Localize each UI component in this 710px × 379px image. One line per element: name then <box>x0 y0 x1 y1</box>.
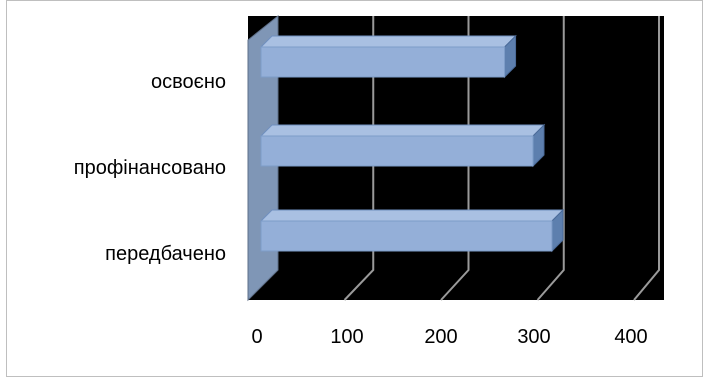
x-tick-label: 400 <box>614 326 647 348</box>
x-tick-label: 100 <box>330 326 363 348</box>
category-label: освоєно <box>151 71 226 93</box>
bars <box>259 34 565 253</box>
bar-top-face <box>259 124 546 137</box>
category-label: передбачено <box>105 243 226 265</box>
x-tick-label: 300 <box>517 326 550 348</box>
gridline <box>440 16 470 301</box>
gridline <box>536 16 565 301</box>
bar-front-face <box>260 220 553 252</box>
gridline <box>343 16 375 301</box>
bar <box>259 208 565 253</box>
gridline <box>633 16 660 301</box>
gridlines <box>343 16 660 301</box>
x-tick-label: 200 <box>424 326 457 348</box>
bar-top-face <box>259 35 517 48</box>
x-tick-labels: 0 100 200 300 400 <box>251 326 647 348</box>
category-label: профінансовано <box>74 157 226 179</box>
bar-top-face <box>259 209 565 222</box>
bar <box>259 34 517 79</box>
bar-front-face <box>260 135 534 167</box>
x-tick-label: 0 <box>251 326 262 348</box>
bar <box>259 123 546 168</box>
bar-front-face <box>260 46 506 78</box>
category-labels: освоєно профінансовано передбачено <box>74 71 226 265</box>
